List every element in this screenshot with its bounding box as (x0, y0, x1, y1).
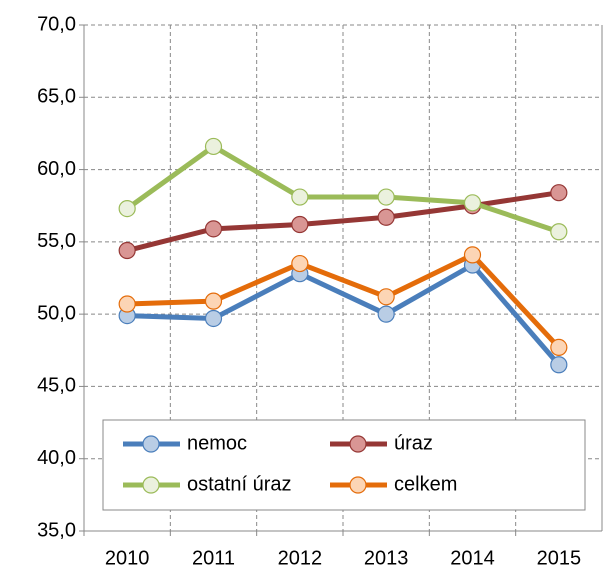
point (291, 254, 309, 273)
point (377, 305, 395, 323)
x-tick-label: 2011 (192, 547, 235, 569)
point (377, 288, 395, 306)
point (463, 194, 482, 212)
x-tick-label: 2014 (450, 547, 495, 569)
legend-label: ostatní úraz (187, 473, 292, 495)
legend-label: úraz (394, 432, 433, 454)
point (204, 309, 223, 328)
legend-marker (142, 435, 160, 453)
y-tick-label: 45,0 (37, 375, 76, 397)
point (550, 356, 568, 374)
point (550, 184, 568, 202)
point (377, 188, 395, 206)
point (204, 292, 223, 310)
legend-marker (142, 476, 160, 494)
point (463, 246, 482, 264)
y-tick-label: 40,0 (37, 447, 76, 469)
x-tick-label: 2010 (105, 547, 150, 569)
point (550, 223, 568, 241)
x-tick-label: 2013 (364, 547, 409, 569)
point (291, 188, 309, 206)
point (550, 338, 568, 356)
series-line (127, 262, 561, 367)
legend-label: nemoc (187, 432, 247, 454)
legend-marker (349, 476, 367, 494)
point (204, 137, 223, 156)
series-line (127, 252, 561, 350)
legend-box (102, 419, 586, 511)
y-tick-label: 35,0 (37, 519, 76, 541)
legend-label: celkem (394, 473, 457, 495)
x-tick-label: 2012 (278, 547, 323, 569)
point (118, 241, 136, 260)
y-tick-label: 70,0 (37, 13, 76, 35)
series-line (126, 190, 560, 253)
y-tick-label: 60,0 (37, 158, 76, 180)
y-tick-label: 65,0 (37, 86, 76, 108)
y-tick-label: 50,0 (37, 302, 76, 324)
point (118, 200, 136, 218)
point (118, 295, 136, 313)
legend-marker (349, 435, 367, 453)
point (291, 215, 309, 234)
point (377, 208, 395, 226)
x-tick-label: 2015 (537, 547, 582, 569)
y-tick-label: 55,0 (37, 230, 76, 252)
series-line (125, 143, 560, 235)
point (204, 220, 223, 238)
